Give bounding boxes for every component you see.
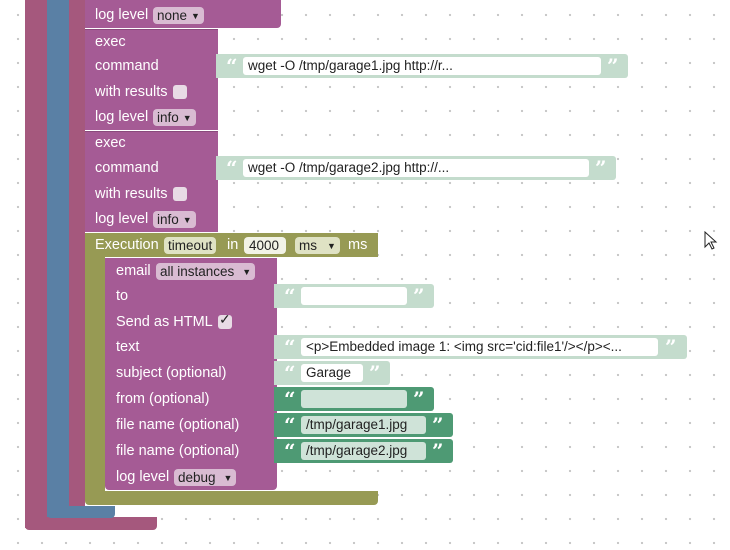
quote-close-icon: ” [595,156,607,180]
chevron-down-icon: ▼ [182,113,192,123]
execution-block-foot[interactable] [85,491,378,505]
chevron-down-icon: ▼ [327,241,336,251]
file2-label: file name (optional) [116,443,240,459]
command-string-value[interactable]: wget -O /tmp/garage2.jpg http://... [243,159,589,177]
email-target-dropdown[interactable]: all instances ▼ [156,263,256,280]
file1-string-block[interactable]: “ /tmp/garage1.jpg ” [274,413,453,437]
quote-open-icon: “ [226,54,238,78]
chevron-down-icon: ▼ [223,473,233,483]
quote-open-icon: “ [284,413,296,437]
to-string-value[interactable] [301,287,407,305]
with-results-label: with results [95,186,168,202]
checkmark-icon: ✓ [219,311,231,327]
quote-open-icon: “ [284,387,296,411]
duration-input[interactable]: 4000 [244,237,286,254]
quote-open-icon: “ [226,156,238,180]
exec-block-2[interactable] [85,131,218,232]
quote-open-icon: “ [284,361,296,385]
subject-string-block[interactable]: “ Garage ” [274,361,390,385]
subject-label: subject (optional) [116,365,227,381]
outer-magenta-block[interactable] [25,0,47,528]
file1-string-value[interactable]: /tmp/garage1.jpg [301,416,426,434]
from-string-block[interactable]: “ ” [274,387,434,411]
from-label: from (optional) [116,391,210,407]
to-label: to [116,288,129,304]
loglevel-dropdown[interactable]: info ▼ [153,211,196,228]
outer-blue-foot[interactable] [47,506,115,518]
chevron-down-icon: ▼ [242,267,252,277]
execution-in-label: in [227,237,239,253]
email-label: email [116,263,151,279]
outer-blue-block[interactable] [47,0,69,517]
exec-block-1[interactable] [85,29,218,130]
quote-close-icon: ” [607,54,619,78]
subject-string-value[interactable]: Garage [301,364,363,382]
email-loglevel-dropdown[interactable]: debug ▼ [174,469,237,486]
quote-close-icon: ” [432,413,444,437]
command-string-block[interactable]: “ wget -O /tmp/garage2.jpg http://... ” [216,156,616,180]
unit-label: ms [348,237,368,253]
send-as-html-label: Send as HTML [116,314,213,330]
with-results-label: with results [95,84,168,100]
quote-open-icon: “ [284,335,296,359]
quote-open-icon: “ [284,284,296,308]
quote-close-icon: ” [432,439,444,463]
top-loglevel-dropdown[interactable]: none ▼ [153,7,204,24]
quote-close-icon: ” [369,361,381,385]
command-string-value[interactable]: wget -O /tmp/garage1.jpg http://r... [243,57,601,75]
execution-mode-dropdown[interactable]: timeout [164,237,217,254]
mouse-cursor-icon [704,231,718,250]
file1-label: file name (optional) [116,417,240,433]
command-label: command [95,58,159,74]
with-results-checkbox[interactable] [173,187,187,201]
from-string-value[interactable] [301,390,407,408]
text-string-block[interactable]: “ <p>Embedded image 1: <img src='cid:fil… [274,335,687,359]
quote-close-icon: ” [413,387,425,411]
email-block[interactable] [105,258,277,490]
exec-title: exec [95,34,126,50]
execution-label: Execution [95,237,159,253]
unit-dropdown[interactable]: ms ▼ [295,237,340,254]
chevron-down-icon: ▼ [191,11,200,21]
quote-open-icon: “ [284,439,296,463]
send-as-html-checkbox[interactable]: ✓ [218,311,232,329]
to-string-block[interactable]: “ ” [274,284,434,308]
command-string-block[interactable]: “ wget -O /tmp/garage1.jpg http://r... ” [216,54,628,78]
top-loglevel-label: log level [95,7,149,23]
text-label: text [116,339,140,355]
text-string-value[interactable]: <p>Embedded image 1: <img src='cid:file1… [301,338,658,356]
file2-string-block[interactable]: “ /tmp/garage2.jpg ” [274,439,453,463]
loglevel-label: log level [95,211,149,227]
email-loglevel-label: log level [116,469,170,485]
loglevel-label: log level [95,109,149,125]
execution-block-spine[interactable] [85,257,105,493]
file2-string-value[interactable]: /tmp/garage2.jpg [301,442,426,460]
with-results-checkbox[interactable] [173,85,187,99]
loglevel-dropdown[interactable]: info ▼ [153,109,196,126]
outer-block-spine[interactable] [69,0,85,506]
exec-title: exec [95,135,126,151]
outer-magenta-foot[interactable] [25,517,157,530]
quote-close-icon: ” [413,284,425,308]
quote-close-icon: ” [665,335,677,359]
chevron-down-icon: ▼ [182,215,192,225]
command-label: command [95,160,159,176]
